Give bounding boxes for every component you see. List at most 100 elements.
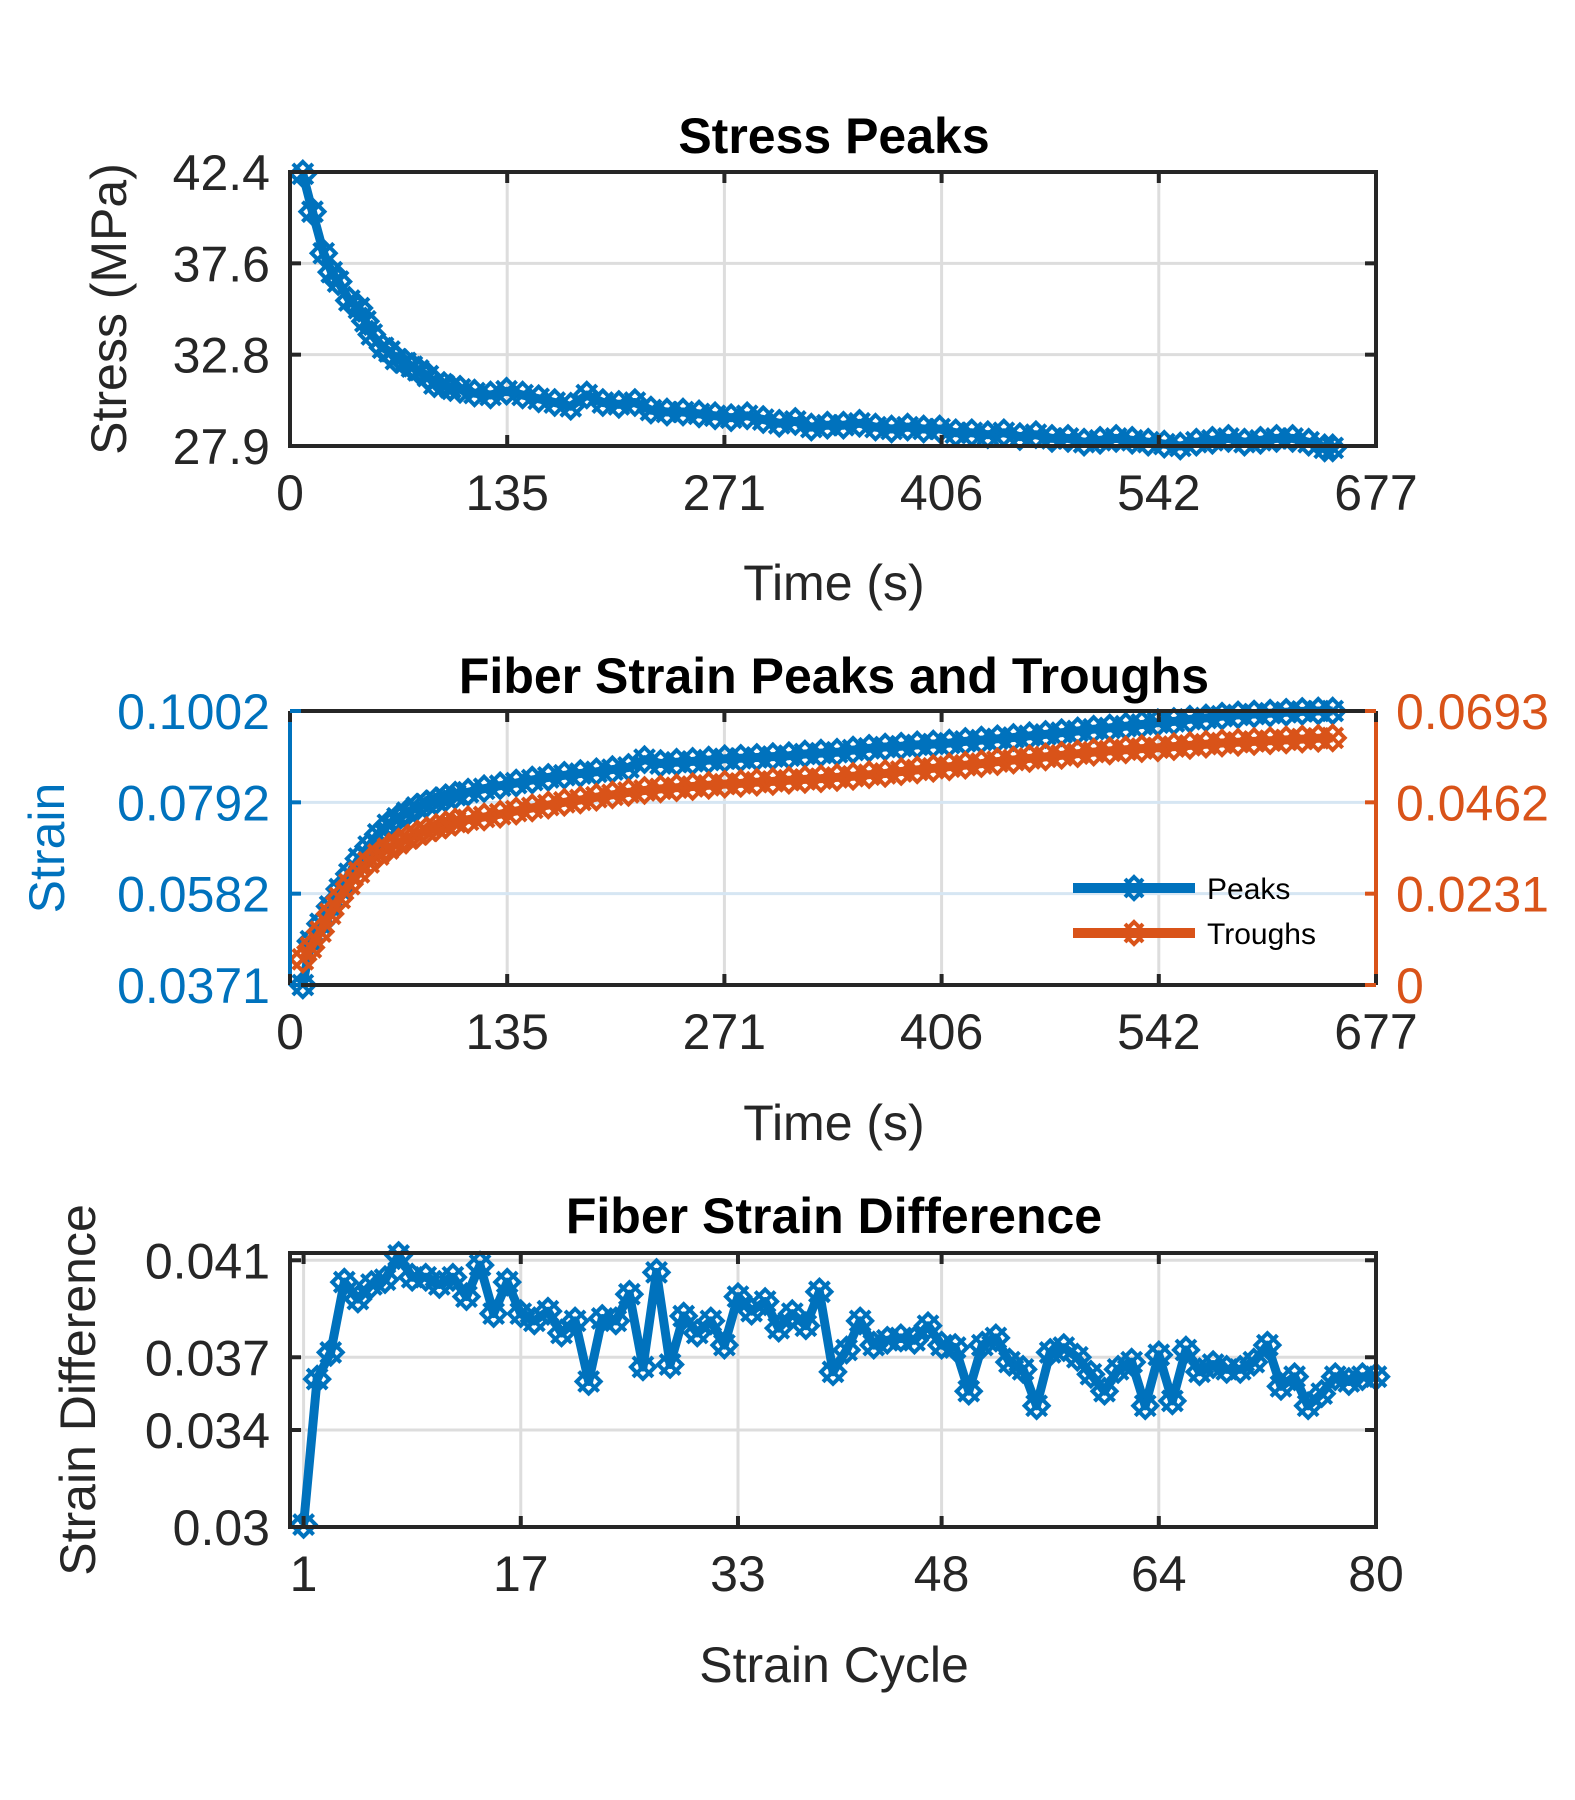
data-point bbox=[297, 196, 328, 227]
data-point bbox=[1306, 1378, 1337, 1409]
x-tick-label: 677 bbox=[1334, 1004, 1417, 1060]
data-point bbox=[858, 1330, 889, 1360]
data-point bbox=[981, 1323, 1011, 1353]
x-tick-label: 677 bbox=[1334, 465, 1417, 521]
data-point bbox=[1116, 1347, 1147, 1377]
fiber-strain-difference-ticks: 1 17 33 48 64 80 0.03 0.034 0.037 0.041 bbox=[145, 1233, 1404, 1602]
series-data bbox=[288, 1240, 1391, 1540]
data-point bbox=[1035, 1337, 1066, 1368]
legend-troughs: Troughs bbox=[1073, 918, 1316, 951]
data-point bbox=[344, 293, 374, 323]
x-tick-label: 80 bbox=[1348, 1546, 1404, 1602]
data-point bbox=[478, 1298, 509, 1329]
data-point bbox=[323, 266, 353, 297]
data-point bbox=[1130, 1390, 1161, 1421]
data-point bbox=[1279, 1361, 1310, 1392]
y-tick-label: 37.6 bbox=[173, 236, 270, 292]
series-data bbox=[288, 159, 1348, 463]
stress-peaks-ylabel: Stress (MPa) bbox=[81, 163, 137, 455]
fiber-strain-difference-axes-box bbox=[288, 1251, 1378, 1529]
data-point bbox=[410, 1262, 441, 1293]
data-point bbox=[953, 1376, 984, 1407]
legend-peaks: Peaks bbox=[1073, 873, 1290, 906]
x-tick-label: 135 bbox=[465, 465, 548, 521]
x-tick-label: 542 bbox=[1117, 465, 1200, 521]
fiber-strain-ticks: 0 135 271 406 542 677 0.0371 0.0582 0.0792 0.1002… bbox=[117, 684, 1549, 1060]
data-point bbox=[845, 1306, 875, 1336]
data-point bbox=[1008, 1354, 1038, 1385]
data-point bbox=[831, 1335, 862, 1365]
series-peaks bbox=[288, 696, 1348, 1000]
data-point bbox=[1089, 1376, 1120, 1407]
data-point bbox=[600, 1306, 631, 1336]
series-troughs bbox=[288, 723, 1348, 975]
y-tick-label: 0.0371 bbox=[117, 958, 270, 1014]
fiber-strain-title: Fiber Strain Peaks and Troughs bbox=[459, 648, 1209, 704]
data-point bbox=[695, 1306, 726, 1336]
y-tick-label: 42.4 bbox=[173, 145, 270, 201]
data-point bbox=[994, 1347, 1025, 1377]
fiber-strain-xlabel: Time (s) bbox=[743, 1095, 924, 1151]
data-point bbox=[288, 944, 318, 975]
panel-fiber-strain-difference: Fiber Strain Difference 1 17 33 48 64 80 0.03 0… bbox=[50, 1188, 1404, 1693]
stress-peaks-series bbox=[288, 159, 1348, 463]
x-tick-label: 1 bbox=[290, 1546, 318, 1602]
fiber-strain-difference-series bbox=[288, 1240, 1391, 1540]
data-point bbox=[1334, 1366, 1364, 1397]
data-point bbox=[492, 1267, 523, 1297]
data-point bbox=[655, 1349, 685, 1380]
fiber-strain-series bbox=[288, 696, 1348, 1000]
stress-peaks-axes-box bbox=[288, 170, 1378, 448]
data-point bbox=[614, 1279, 645, 1310]
x-tick-label: 271 bbox=[683, 1004, 766, 1060]
x-tick-label: 542 bbox=[1117, 1004, 1200, 1060]
data-point bbox=[451, 1281, 482, 1312]
x-tick-label: 64 bbox=[1131, 1546, 1187, 1602]
data-point bbox=[804, 1276, 835, 1307]
data-point bbox=[818, 1356, 848, 1387]
data-point bbox=[350, 306, 381, 337]
data-point bbox=[750, 1286, 780, 1317]
data-point bbox=[1171, 1335, 1201, 1365]
data-point bbox=[505, 1298, 536, 1329]
data-point bbox=[913, 1310, 943, 1341]
y-tick-label: 0.034 bbox=[145, 1403, 270, 1459]
y-tick-label: 0.041 bbox=[145, 1233, 270, 1289]
fiber-strain-legend: Peaks Troughs bbox=[1073, 873, 1316, 951]
data-point bbox=[1021, 1390, 1052, 1421]
data-point bbox=[1076, 1359, 1106, 1390]
data-point bbox=[465, 1250, 495, 1280]
x-tick-label: 17 bbox=[493, 1546, 549, 1602]
legend-peaks-marker bbox=[1120, 874, 1148, 902]
data-point bbox=[533, 1296, 563, 1327]
data-point bbox=[560, 1306, 590, 1336]
data-point bbox=[356, 1269, 387, 1300]
data-point bbox=[628, 1352, 658, 1382]
legend-troughs-label: Troughs bbox=[1207, 918, 1316, 951]
panel-fiber-strain: Fiber Strain Peaks and Troughs 0 135 271 40… bbox=[19, 648, 1549, 1151]
data-point bbox=[573, 1366, 604, 1397]
x-tick-label: 271 bbox=[683, 465, 766, 521]
data-point bbox=[791, 1310, 821, 1341]
y-right-tick-label: 0.0231 bbox=[1396, 867, 1549, 923]
fiber-strain-difference-title: Fiber Strain Difference bbox=[566, 1188, 1102, 1244]
fiber-strain-difference-ylabel: Strain Difference bbox=[50, 1204, 106, 1575]
y-tick-label: 0.03 bbox=[173, 1500, 270, 1556]
panel-stress-peaks: Stress Peaks 0 135 271 406 542 677 27.9 32.8 37.… bbox=[81, 108, 1418, 611]
legend-troughs-marker bbox=[1120, 919, 1148, 947]
stress-peaks-xlabel: Time (s) bbox=[743, 555, 924, 611]
stress-peaks-ticks: 0 135 271 406 542 677 27.9 32.8 37.6 42.4 bbox=[173, 145, 1418, 521]
data-point bbox=[1317, 723, 1348, 753]
y-right-tick-label: 0.0462 bbox=[1396, 775, 1549, 831]
fiber-strain-ylabel: Strain bbox=[19, 783, 75, 914]
data-point bbox=[709, 1330, 740, 1360]
data-point bbox=[1062, 1342, 1093, 1373]
data-point bbox=[1238, 1347, 1269, 1377]
data-point bbox=[1143, 1340, 1174, 1370]
y-tick-label: 0.037 bbox=[145, 1330, 270, 1386]
data-point bbox=[940, 1332, 971, 1363]
x-tick-label: 48 bbox=[914, 1546, 970, 1602]
data-point bbox=[1157, 1386, 1188, 1416]
